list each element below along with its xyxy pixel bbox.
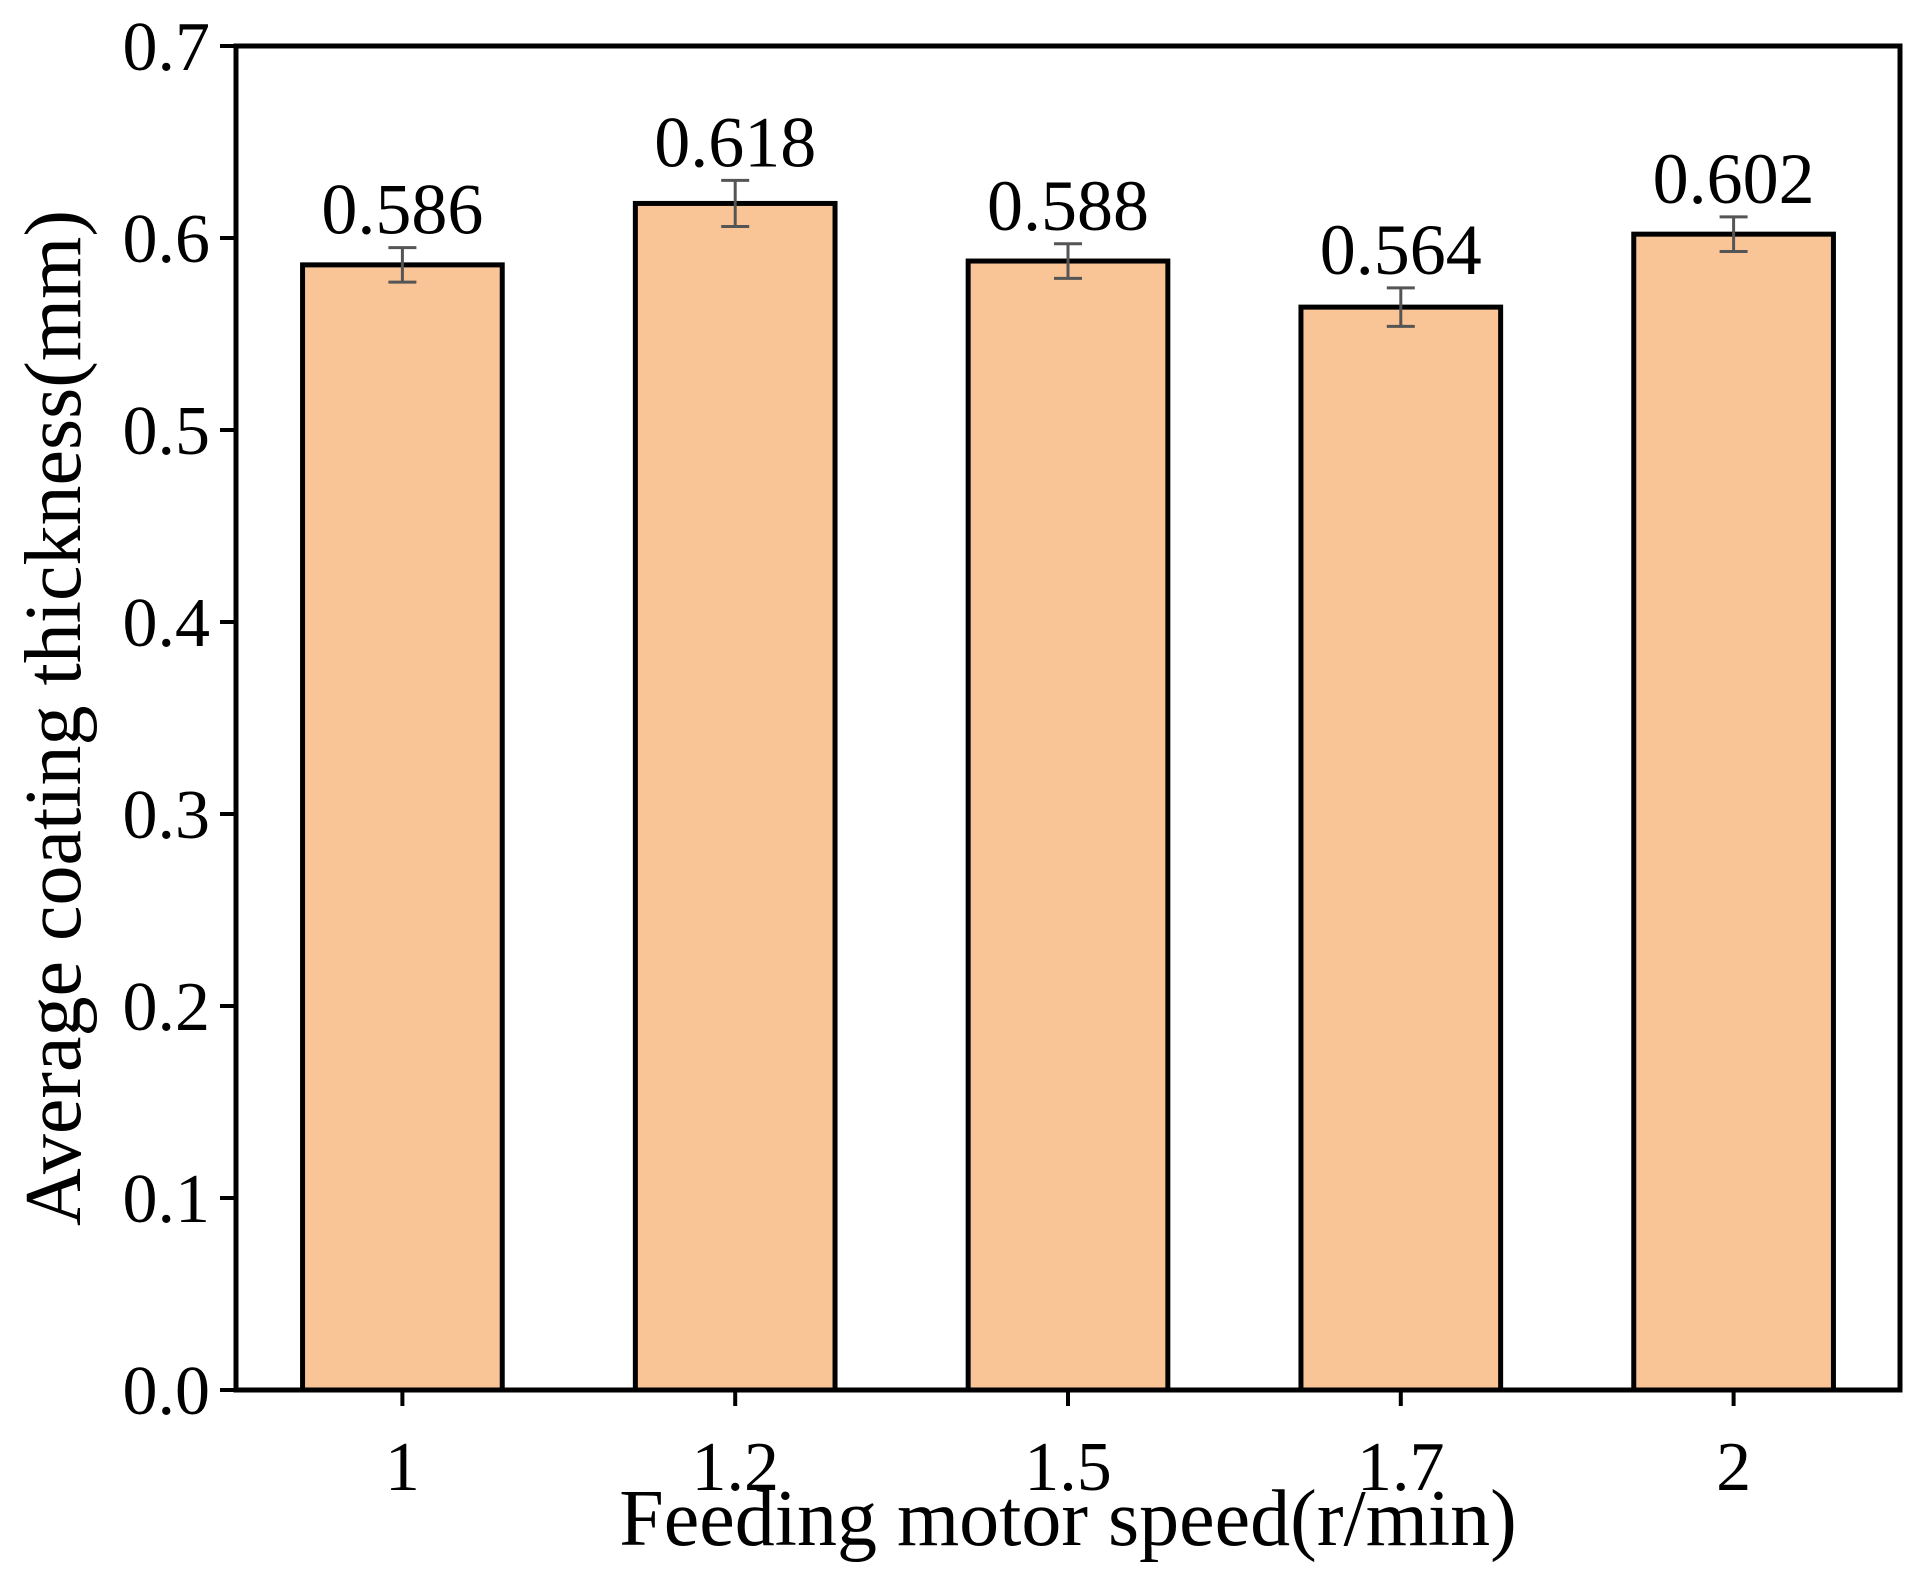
data-label: 0.618 xyxy=(654,102,816,182)
y-tick-label: 0.5 xyxy=(123,393,211,470)
bar xyxy=(1298,304,1504,1393)
x-tick-label: 1.5 xyxy=(1024,1429,1112,1506)
x-axis-ticks: 1 1.2 1.5 1.7 2 xyxy=(385,1390,1751,1506)
y-tick-label: 0.0 xyxy=(123,1353,211,1430)
data-label: 0.564 xyxy=(1320,210,1482,290)
x-tick-label: 1.7 xyxy=(1357,1429,1445,1506)
y-axis-ticks: 0.0 0.1 0.2 0.3 0.4 0.5 0.6 0.7 xyxy=(123,9,236,1430)
y-tick-label: 0.3 xyxy=(123,777,211,854)
y-tick-label: 0.1 xyxy=(123,1161,211,1238)
bar xyxy=(632,200,838,1393)
bar xyxy=(300,262,505,1393)
error-bars-group xyxy=(388,178,1748,328)
data-label: 0.586 xyxy=(321,170,483,250)
data-labels-group: 0.586 0.618 0.588 0.564 0.602 xyxy=(321,102,1814,290)
y-tick-label: 0.2 xyxy=(123,969,211,1046)
y-tick-label: 0.7 xyxy=(123,9,211,86)
x-tick-label: 1.2 xyxy=(691,1429,779,1506)
bars-group xyxy=(300,200,1836,1393)
y-axis-title: Average coating thickness(mm) xyxy=(10,210,98,1226)
data-label: 0.602 xyxy=(1653,139,1815,219)
x-axis-title: Feeding motor speed(r/min) xyxy=(619,1475,1517,1563)
x-tick-label: 1 xyxy=(385,1429,420,1506)
bar xyxy=(965,258,1171,1393)
bar xyxy=(1631,231,1836,1393)
y-tick-label: 0.6 xyxy=(123,201,211,278)
x-tick-label: 2 xyxy=(1716,1429,1751,1506)
data-label: 0.588 xyxy=(987,166,1149,246)
y-tick-label: 0.4 xyxy=(123,585,211,662)
